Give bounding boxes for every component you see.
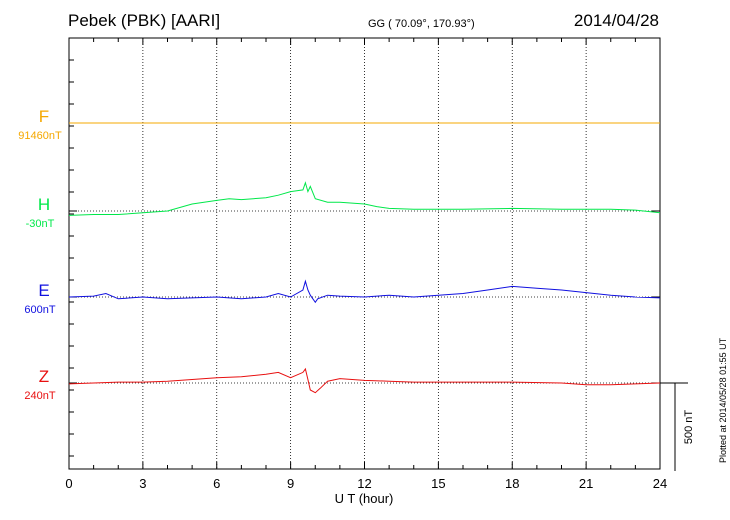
series-baseline-e: 600nT: [24, 304, 55, 316]
x-tick-label: 0: [65, 476, 72, 491]
station-coordinates: GG ( 70.09°, 170.93°): [368, 18, 475, 30]
series-traces: [68, 122, 661, 394]
plotted-note: Plotted at 2014/05/28 01:55 UT: [718, 337, 728, 463]
x-tick-label: 18: [505, 476, 519, 491]
x-tick-label: 9: [287, 476, 294, 491]
trace-z: [68, 367, 661, 394]
chart-title: Pebek (PBK) [AARI]: [68, 11, 221, 30]
series-name-e: E: [38, 281, 49, 300]
scale-bar: 500 nT: [660, 382, 695, 471]
x-tick-label: 24: [653, 476, 667, 491]
trace-h: [68, 181, 661, 216]
series-baseline-f: 91460nT: [18, 130, 62, 142]
series-name-f: F: [39, 107, 49, 126]
x-tick-label: 3: [139, 476, 146, 491]
series-name-z: Z: [39, 367, 49, 386]
x-tick-label: 15: [431, 476, 445, 491]
scale-bar-label: 500 nT: [683, 410, 695, 445]
x-tick-labels: 0 3 6 9 12 15 18 21 24: [65, 476, 667, 491]
x-axis-label: U T (hour): [335, 491, 394, 506]
chart-date: 2014/04/28: [573, 11, 659, 30]
axis-ticks: [68, 38, 661, 469]
series-baseline-z: 240nT: [24, 390, 55, 402]
x-tick-label: 12: [357, 476, 371, 491]
grid-lines: [142, 38, 587, 469]
x-tick-label: 21: [579, 476, 593, 491]
trace-e: [68, 279, 661, 304]
series-name-h: H: [38, 195, 50, 214]
x-tick-label: 6: [213, 476, 220, 491]
series-labels: F 91460nT H -30nT E 600nT Z 240nT: [18, 107, 62, 402]
series-baseline-h: -30nT: [26, 218, 55, 230]
